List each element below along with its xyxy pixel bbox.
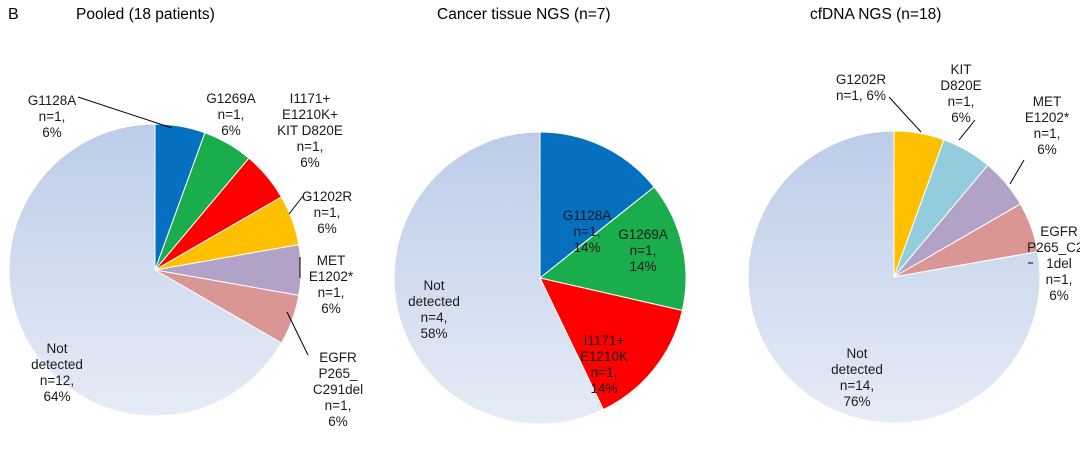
pooled-data-label-not-detected: Not detected n=12, 64% [31,341,83,404]
leader-lines-layer [77,96,1033,356]
panel-label: B [8,6,19,23]
pooled-data-label-g1202r: G1202R n=1, 6% [302,189,353,236]
tissue-slice-g1269a [538,186,687,312]
data-label-line: 14% [590,381,617,396]
data-label-line: MET [1033,94,1062,109]
data-label-line: MET [317,253,346,268]
pooled-leader-line-0 [77,96,173,129]
data-label-line: D820E [940,78,981,93]
data-label-line: G1128A [563,208,612,223]
data-label-line: n=1, [39,109,66,124]
data-labels-layer: G1128A n=1, 6%G1269A n=1, 6%I1171+ E1210K+ KIT… [28,62,1080,429]
data-label-line: n=1, [1046,272,1073,287]
chart-title-cfdna: cfDNA NGS (n=18) [810,6,941,23]
data-label-line: 6% [1049,288,1069,303]
data-label-line: 6% [1037,142,1057,157]
pooled-data-label-g1269a: G1269A n=1, 6% [206,91,256,138]
data-label-line: 6% [951,110,971,125]
tissue-data-label-g1128a: G1128A n=1, 14% [563,208,612,255]
data-label-line: n=1, [218,107,245,122]
cfdna-data-label-g1202r: G1202R n=1, 6% [836,72,887,103]
data-label-line: n=1, [318,285,345,300]
data-label-line: G1269A [206,91,256,106]
data-label-line: n=1, [314,205,341,220]
pooled-data-label-g1128a: G1128A n=1, 6% [28,93,77,140]
pooled-data-label-i1171-e1210k-kit-d820e: I1171+ E1210K+ KIT D820E n=1, 6% [277,91,343,170]
data-label-line: n=1, [325,398,352,413]
cfdna-data-label-kit-d820e: KIT D820E n=1, 6% [940,62,981,125]
data-label-line: n=1, [630,243,657,258]
pooled-data-label-met-e1202-: MET E1202* n=1, 6% [309,253,354,316]
data-label-line: EGFR [1040,224,1078,239]
data-label-line: 6% [300,155,320,170]
data-label-line: Not [846,346,867,361]
data-label-line: n=1, [1034,126,1061,141]
data-label-line: 1del [1046,256,1072,271]
data-label-line: n=1, 6% [836,88,886,103]
data-label-line: n=1, [591,365,618,380]
data-label-line: I1171+ [584,333,625,348]
data-label-line: detected [31,357,83,372]
tissue-slice-i1171-e1210k [539,277,683,411]
data-label-line: G1269A [618,227,668,242]
data-label-line: E1210K+ [282,107,338,122]
data-label-line: n=1, [948,94,975,109]
data-label-line: detected [408,294,460,309]
pooled-slice-not-detected [8,123,283,417]
data-label-line: 6% [221,123,241,138]
data-label-line: detected [831,362,883,377]
data-label-line: 64% [43,389,70,404]
tissue-data-label-i1171-e1210k: I1171+ E1210K n=1, 14% [580,333,628,396]
data-label-line: Not [46,341,67,356]
data-label-line: n=12, [40,373,74,388]
data-label-line: G1128A [28,93,77,108]
data-label-line: G1202R [302,189,353,204]
pooled-leader-line-5 [286,311,309,356]
data-label-line: n=1, [574,224,601,239]
data-label-line: C291del [313,382,363,397]
tissue-slice-not-detected [393,131,605,425]
data-label-line: 76% [843,394,870,409]
data-label-line: Not [423,278,444,293]
tissue-slice-g1128a [539,131,655,280]
data-label-line: n=4, [421,310,448,325]
tissue-data-label-g1269a: G1269A n=1, 14% [618,227,668,274]
cfdna-leader-line-1 [958,119,976,141]
chart-title-pooled: Pooled (18 patients) [76,6,215,23]
chart-title-cancer-tissue: Cancer tissue NGS (n=7) [437,6,611,23]
pooled-data-label-egfr-p265-c291del: EGFR P265_ C291del n=1, 6% [313,350,363,429]
data-label-line: 6% [42,125,62,140]
pooled-leader-line-3 [288,195,304,215]
data-label-line: 6% [328,414,348,429]
cfdna-data-label-not-detected: Not detected n=14, 76% [831,346,883,409]
data-label-line: 58% [420,326,447,341]
cfdna-slice-not-detected [747,130,1041,424]
data-label-line: n=1, [297,139,324,154]
data-label-line: E1202* [1025,110,1070,125]
data-label-line: EGFR [319,350,357,365]
data-label-line: 14% [629,259,656,274]
data-label-line: KIT [950,62,971,77]
cfdna-data-label-met-e1202-: MET E1202* n=1, 6% [1025,94,1070,157]
data-label-line: E1210K [580,349,628,364]
slices-layer [8,123,1041,425]
cfdna-leader-line-0 [888,96,922,133]
data-label-line: G1202R [836,72,887,87]
cfdna-leader-line-2 [1009,159,1025,185]
tissue-data-label-not-detected: Not detected n=4, 58% [408,278,460,341]
data-label-line: KIT D820E [277,123,343,138]
data-label-line: 6% [317,221,337,236]
data-label-line: 14% [573,240,600,255]
data-label-line: P265_ [318,366,358,381]
data-label-line: n=14, [840,378,874,393]
data-label-line: P265_C29 [1027,240,1080,255]
data-label-line: E1202* [309,269,354,284]
data-label-line: I1171+ [290,91,331,106]
data-label-line: 6% [321,301,341,316]
